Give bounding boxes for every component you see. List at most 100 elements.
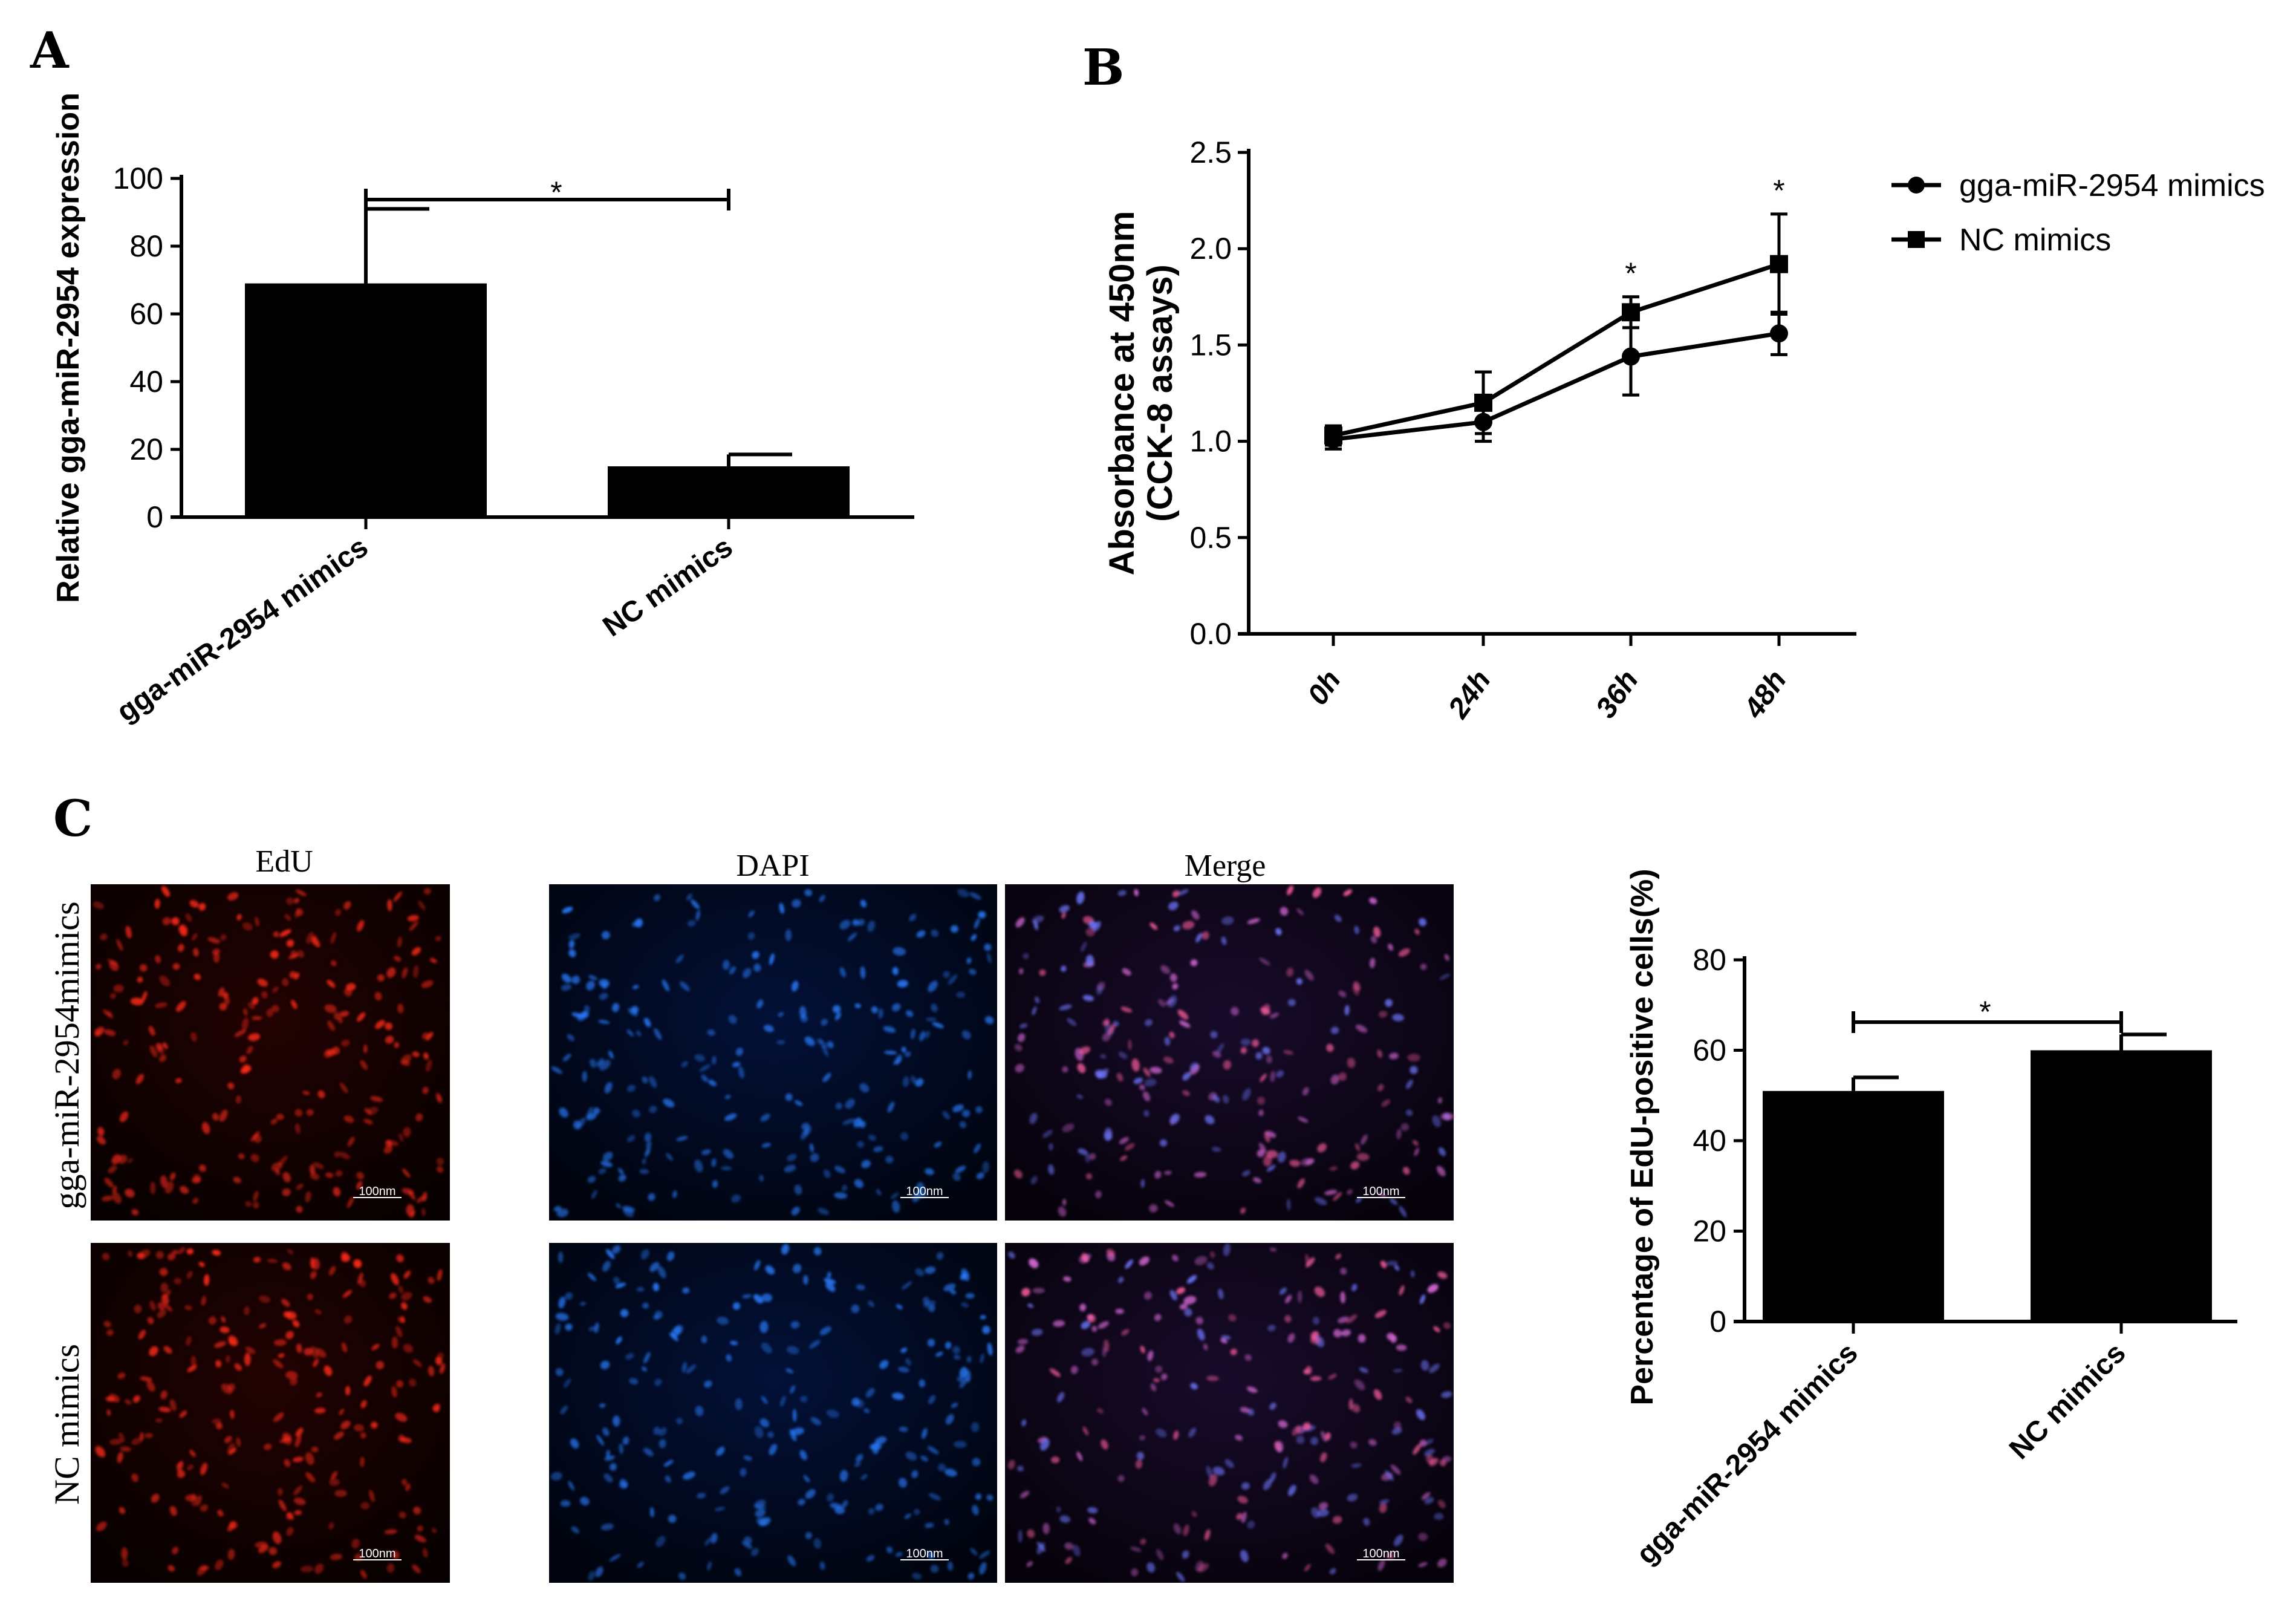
- nucleus: [410, 1210, 415, 1218]
- nucleus: [916, 1182, 925, 1193]
- nucleus: [149, 1346, 158, 1357]
- nucleus: [395, 1412, 408, 1422]
- nucleus: [841, 1500, 848, 1508]
- nucleus: [821, 1019, 828, 1026]
- nucleus: [1190, 959, 1198, 966]
- nucleus: [599, 979, 610, 988]
- nucleus: [440, 1363, 446, 1374]
- nucleus: [1136, 1452, 1144, 1460]
- nucleus: [827, 1271, 831, 1279]
- nucleus: [555, 1312, 569, 1321]
- nucleus: [216, 1422, 223, 1430]
- nucleus: [177, 1461, 184, 1473]
- nucleus: [984, 944, 992, 951]
- nucleus: [659, 1439, 666, 1449]
- nucleus: [244, 1306, 250, 1315]
- nucleus: [375, 1020, 385, 1029]
- nucleus: [704, 1537, 712, 1546]
- nucleus: [792, 1409, 797, 1422]
- nucleus: [171, 917, 180, 925]
- nucleus: [905, 1452, 917, 1461]
- chart-c-x-label-1: gga-miR-2954 mimics: [1630, 1337, 1864, 1570]
- nucleus: [1338, 990, 1347, 997]
- nucleus: [347, 1136, 355, 1147]
- nucleus: [1444, 954, 1449, 961]
- nucleus: [851, 1305, 860, 1313]
- nucleus: [334, 908, 342, 916]
- nucleus: [930, 1565, 939, 1573]
- nucleus: [759, 1517, 771, 1527]
- nucleus: [1119, 1137, 1129, 1144]
- nucleus: [616, 1336, 622, 1345]
- nucleus: [707, 1561, 712, 1571]
- nucleus: [1191, 910, 1200, 920]
- nucleus: [423, 1296, 432, 1303]
- nucleus: [827, 1041, 834, 1049]
- nucleus: [290, 950, 298, 958]
- nucleus: [631, 921, 642, 927]
- nucleus: [343, 1115, 354, 1123]
- nucleus: [601, 931, 610, 940]
- nucleus: [803, 1475, 810, 1483]
- nucleus: [160, 1282, 169, 1293]
- nucleus: [391, 1336, 398, 1349]
- y-tick-label: 80: [129, 229, 163, 263]
- nucleus: [1318, 1502, 1328, 1510]
- nucleus: [558, 1297, 566, 1309]
- nucleus: [834, 1012, 841, 1020]
- nucleus: [1008, 1459, 1015, 1470]
- nucleus: [743, 1455, 752, 1461]
- nucleus: [128, 1250, 132, 1257]
- nucleus: [961, 1030, 971, 1040]
- nucleus: [969, 892, 981, 900]
- nucleus: [571, 976, 581, 984]
- nucleus: [141, 991, 148, 1002]
- nucleus: [1092, 921, 1101, 932]
- nucleus: [560, 1500, 571, 1507]
- nucleus: [112, 1069, 121, 1080]
- nucleus: [1289, 1159, 1301, 1167]
- nucleus: [1014, 1044, 1023, 1052]
- nucleus: [1406, 1079, 1413, 1089]
- nucleus: [805, 1489, 816, 1499]
- nucleus: [1209, 1251, 1215, 1258]
- nucleus: [108, 1011, 114, 1019]
- nucleus: [1283, 1050, 1293, 1055]
- nucleus: [554, 1323, 561, 1335]
- nucleus: [901, 1046, 906, 1053]
- nucleus: [242, 922, 253, 931]
- nucleus: [374, 991, 382, 1001]
- nucleus: [1329, 1568, 1336, 1574]
- nucleus: [987, 1343, 993, 1356]
- nucleus: [258, 1544, 269, 1553]
- nucleus: [790, 1321, 800, 1329]
- nucleus: [1355, 1143, 1361, 1152]
- nucleus: [411, 947, 421, 956]
- nucleus: [712, 1180, 718, 1188]
- nucleus: [562, 907, 573, 914]
- nucleus: [1131, 1568, 1139, 1577]
- nucleus: [1167, 995, 1177, 1008]
- nucleus: [133, 1395, 140, 1403]
- nucleus: [393, 892, 402, 902]
- nucleus: [302, 1090, 310, 1095]
- nucleus: [1076, 892, 1085, 904]
- nucleus: [148, 1026, 155, 1036]
- nucleus: [429, 957, 437, 963]
- nucleus: [236, 1437, 241, 1447]
- nucleus: [421, 1032, 429, 1040]
- nucleus: [273, 1339, 287, 1346]
- nucleus: [353, 1424, 365, 1432]
- nucleus: [553, 1206, 562, 1211]
- nucleus: [854, 1462, 861, 1467]
- nucleus: [1303, 1369, 1310, 1375]
- nucleus: [1182, 1090, 1190, 1097]
- nucleus: [561, 983, 572, 991]
- nucleus: [169, 1399, 177, 1411]
- series-line-1: [1333, 331, 1780, 442]
- nucleus: [1310, 1436, 1319, 1446]
- nucleus: [1082, 1426, 1088, 1436]
- nucleus: [1102, 1068, 1109, 1075]
- nucleus: [584, 1005, 590, 1012]
- scale-bar-label: 100nm: [359, 1547, 395, 1560]
